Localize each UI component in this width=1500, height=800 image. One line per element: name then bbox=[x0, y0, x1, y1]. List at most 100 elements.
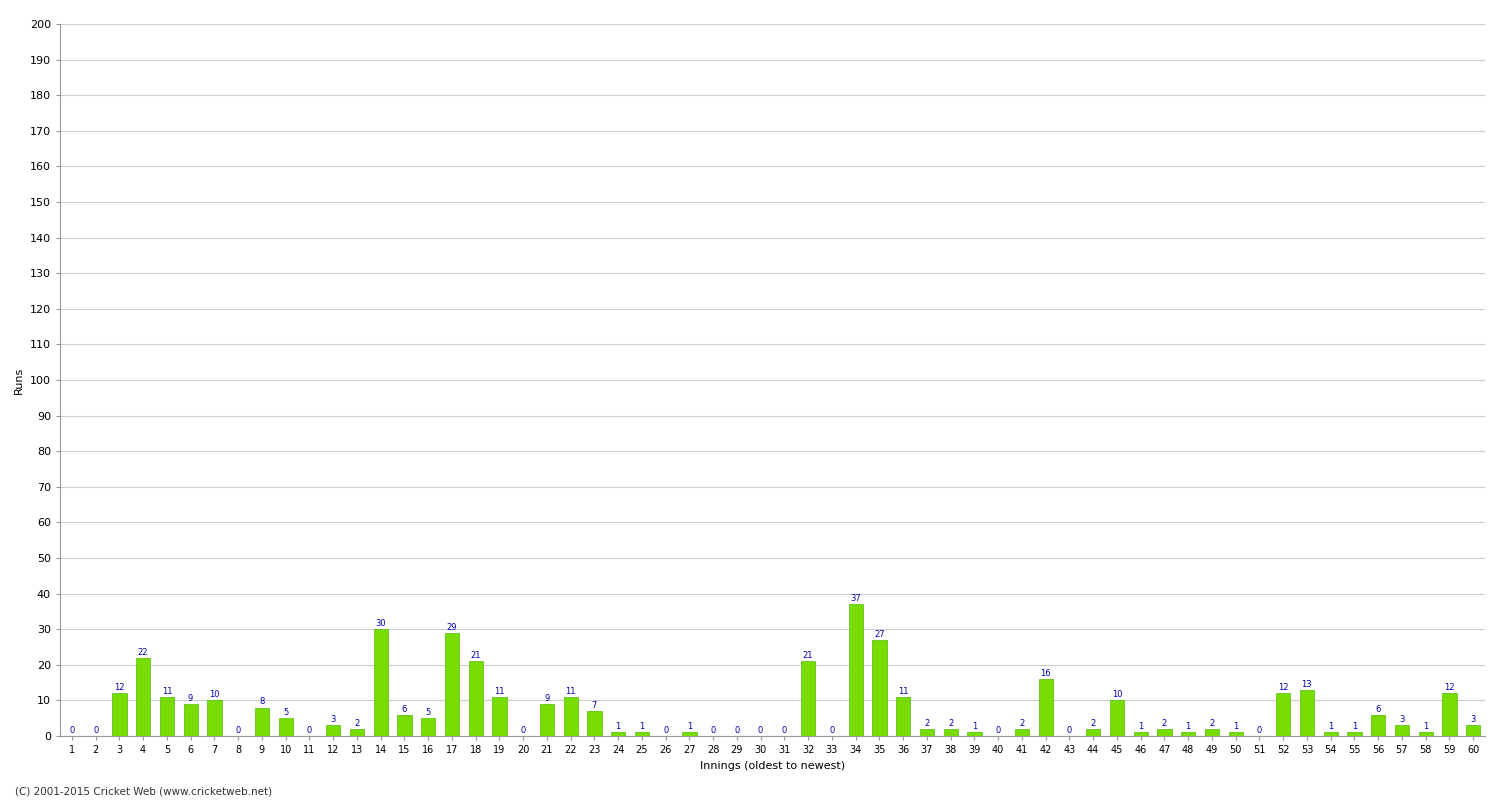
Text: 5: 5 bbox=[426, 708, 430, 717]
Text: 0: 0 bbox=[93, 726, 99, 735]
Text: 2: 2 bbox=[948, 719, 954, 728]
Text: 0: 0 bbox=[996, 726, 1000, 735]
Text: 1: 1 bbox=[687, 722, 692, 731]
Text: 21: 21 bbox=[802, 651, 813, 660]
Text: 1: 1 bbox=[1185, 722, 1191, 731]
Bar bbox=[1371, 714, 1386, 736]
Bar bbox=[136, 658, 150, 736]
Text: 30: 30 bbox=[375, 619, 386, 628]
Bar bbox=[849, 604, 862, 736]
Bar bbox=[610, 733, 626, 736]
Text: 8: 8 bbox=[260, 698, 264, 706]
Text: 12: 12 bbox=[114, 683, 125, 692]
Text: 0: 0 bbox=[520, 726, 525, 735]
Text: 1: 1 bbox=[639, 722, 645, 731]
Text: 0: 0 bbox=[1257, 726, 1262, 735]
Bar bbox=[1276, 694, 1290, 736]
Bar bbox=[398, 714, 411, 736]
Text: 6: 6 bbox=[1376, 705, 1382, 714]
Bar bbox=[588, 711, 602, 736]
Text: 9: 9 bbox=[544, 694, 549, 703]
Bar bbox=[1395, 726, 1408, 736]
Bar bbox=[1134, 733, 1148, 736]
Bar bbox=[1038, 679, 1053, 736]
Text: 2: 2 bbox=[1020, 719, 1025, 728]
Bar bbox=[112, 694, 126, 736]
Text: 0: 0 bbox=[236, 726, 240, 735]
Text: 3: 3 bbox=[330, 715, 336, 724]
Bar bbox=[1110, 701, 1124, 736]
Bar bbox=[1158, 729, 1172, 736]
Text: 1: 1 bbox=[1328, 722, 1334, 731]
Bar bbox=[255, 707, 268, 736]
Text: 1: 1 bbox=[1424, 722, 1428, 731]
Bar bbox=[279, 718, 292, 736]
Text: 6: 6 bbox=[402, 705, 406, 714]
Text: 11: 11 bbox=[566, 686, 576, 696]
Bar bbox=[350, 729, 364, 736]
Text: 0: 0 bbox=[735, 726, 740, 735]
Bar bbox=[492, 697, 507, 736]
Text: 10: 10 bbox=[209, 690, 219, 699]
Text: 2: 2 bbox=[1161, 719, 1167, 728]
Text: 11: 11 bbox=[162, 686, 172, 696]
Text: 37: 37 bbox=[850, 594, 861, 603]
Text: 2: 2 bbox=[1090, 719, 1095, 728]
Bar bbox=[207, 701, 222, 736]
Text: 11: 11 bbox=[494, 686, 504, 696]
Bar bbox=[468, 662, 483, 736]
Bar bbox=[1228, 733, 1242, 736]
Text: 1: 1 bbox=[1138, 722, 1143, 731]
X-axis label: Innings (oldest to newest): Innings (oldest to newest) bbox=[700, 761, 844, 770]
Text: 2: 2 bbox=[1209, 719, 1215, 728]
Text: 3: 3 bbox=[1470, 715, 1476, 724]
Bar bbox=[326, 726, 340, 736]
Text: 2: 2 bbox=[924, 719, 930, 728]
Bar bbox=[183, 704, 198, 736]
Bar bbox=[1180, 733, 1196, 736]
Bar bbox=[1016, 729, 1029, 736]
Text: 0: 0 bbox=[1066, 726, 1072, 735]
Text: 2: 2 bbox=[354, 719, 360, 728]
Text: 13: 13 bbox=[1302, 680, 1312, 689]
Text: 3: 3 bbox=[1400, 715, 1404, 724]
Text: (C) 2001-2015 Cricket Web (www.cricketweb.net): (C) 2001-2015 Cricket Web (www.cricketwe… bbox=[15, 786, 272, 796]
Bar bbox=[1204, 729, 1219, 736]
Bar bbox=[444, 633, 459, 736]
Text: 0: 0 bbox=[306, 726, 312, 735]
Y-axis label: Runs: Runs bbox=[15, 366, 24, 394]
Bar bbox=[564, 697, 578, 736]
Text: 9: 9 bbox=[188, 694, 194, 703]
Text: 0: 0 bbox=[711, 726, 716, 735]
Text: 10: 10 bbox=[1112, 690, 1122, 699]
Bar bbox=[1466, 726, 1480, 736]
Bar bbox=[896, 697, 910, 736]
Bar bbox=[1419, 733, 1432, 736]
Text: 12: 12 bbox=[1278, 683, 1288, 692]
Bar bbox=[1323, 733, 1338, 736]
Text: 1: 1 bbox=[615, 722, 621, 731]
Text: 1: 1 bbox=[972, 722, 976, 731]
Bar bbox=[540, 704, 554, 736]
Bar bbox=[422, 718, 435, 736]
Text: 1: 1 bbox=[1352, 722, 1358, 731]
Text: 0: 0 bbox=[782, 726, 788, 735]
Bar bbox=[920, 729, 934, 736]
Text: 0: 0 bbox=[830, 726, 834, 735]
Text: 12: 12 bbox=[1444, 683, 1455, 692]
Text: 16: 16 bbox=[1041, 669, 1052, 678]
Text: 0: 0 bbox=[758, 726, 764, 735]
Bar bbox=[682, 733, 696, 736]
Text: 1: 1 bbox=[1233, 722, 1239, 731]
Bar bbox=[1299, 690, 1314, 736]
Text: 0: 0 bbox=[69, 726, 75, 735]
Text: 5: 5 bbox=[284, 708, 288, 717]
Text: 29: 29 bbox=[447, 622, 458, 632]
Text: 0: 0 bbox=[663, 726, 669, 735]
Bar bbox=[944, 729, 958, 736]
Text: 27: 27 bbox=[874, 630, 885, 639]
Bar bbox=[159, 697, 174, 736]
Bar bbox=[801, 662, 816, 736]
Bar bbox=[374, 630, 387, 736]
Text: 22: 22 bbox=[138, 648, 148, 657]
